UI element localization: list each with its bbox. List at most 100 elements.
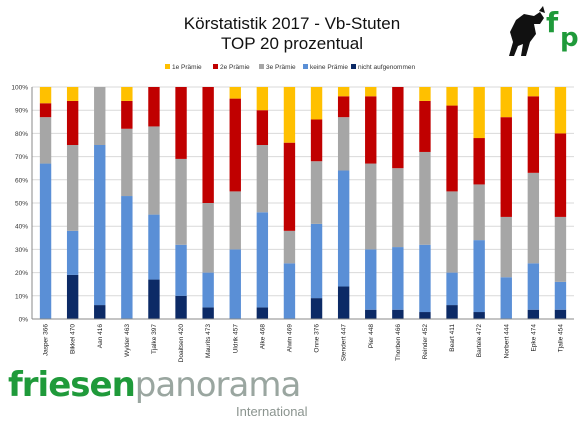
bar-segment	[365, 249, 377, 310]
bar-segment	[473, 87, 485, 139]
chart-title: Körstatistik 2017 - Vb-Stuten TOP 20 pro…	[0, 14, 584, 54]
bar-segment	[94, 145, 106, 306]
bar-segment	[94, 305, 106, 319]
bar-segment	[419, 87, 431, 101]
bar-segment	[365, 309, 377, 319]
bar-segment	[365, 96, 377, 164]
bar-segment	[500, 87, 512, 118]
bar-segment	[554, 216, 567, 282]
bar-segment	[310, 161, 323, 224]
bar-segment	[175, 87, 187, 159]
bar-segment	[500, 277, 512, 319]
bar-segment	[310, 87, 323, 120]
bar-segment	[39, 103, 52, 118]
bar-segment	[283, 263, 296, 319]
bar-segment	[310, 119, 323, 162]
legend-label: 2e Prämie	[220, 64, 250, 71]
gridlines	[32, 86, 574, 320]
bar-segment	[419, 151, 431, 245]
bar-segment	[39, 163, 52, 319]
axes: 0% 10% 20% 30% 40% 50% 60% 70% 80% 90% 100% Jasper …	[11, 85, 574, 362]
bar-segment	[500, 117, 512, 217]
bar-segment	[392, 247, 404, 310]
bar-segment	[527, 263, 540, 310]
bar-segment	[392, 309, 404, 319]
bar-segment	[121, 196, 133, 319]
bar-segment	[229, 249, 241, 319]
bar-segment	[94, 87, 106, 145]
bar-segment	[256, 307, 269, 319]
y-tick-label: 10%	[15, 293, 28, 300]
bar-segment	[392, 168, 404, 248]
brand-wordmark: friesenpanorama	[8, 365, 302, 405]
bar-segment	[202, 203, 214, 273]
bar-segment	[473, 138, 485, 185]
x-tick-label: Pier 448	[368, 324, 375, 349]
bar-segment	[337, 96, 350, 118]
legend-swatch	[351, 64, 356, 69]
x-tick-label: Maurits 473	[205, 324, 212, 358]
bar-segment	[554, 309, 567, 319]
bar-segment	[392, 87, 404, 169]
y-tick-label: 90%	[15, 108, 28, 115]
bar-segment	[337, 286, 350, 319]
bar-segment	[202, 307, 214, 319]
bar-segment	[175, 295, 187, 319]
chart-title-line2: TOP 20 prozentual	[220, 34, 364, 53]
svg-text:p: p	[560, 23, 578, 53]
bar-segment	[121, 87, 133, 101]
x-tick-label: Thorben 466	[395, 324, 402, 361]
bar-segment	[229, 98, 241, 192]
bar-segment	[473, 312, 485, 319]
bar-segment	[283, 142, 296, 231]
bar-segment	[365, 163, 377, 250]
bar-segment	[337, 170, 350, 287]
x-tick-label: Onne 376	[314, 324, 321, 353]
y-tick-label: 30%	[15, 247, 28, 254]
bar-segment	[527, 172, 540, 264]
x-tick-label: Jasper 366	[43, 324, 50, 357]
x-tick-label: Bikkel 470	[70, 324, 77, 354]
bar-segment	[446, 105, 458, 192]
bar-segment	[148, 279, 160, 319]
brand-part-panorama: panorama	[134, 365, 302, 405]
bar-segment	[66, 87, 79, 101]
bar-segment	[202, 87, 214, 203]
bar-segment	[175, 158, 187, 245]
x-tick-label: Uldrik 457	[232, 324, 239, 354]
bar-segment	[310, 298, 323, 319]
bar-segment	[39, 87, 52, 104]
x-tick-label: Bartele 472	[476, 324, 483, 358]
legend-swatch	[303, 64, 308, 69]
bar-segment	[554, 87, 567, 134]
bar-segment	[446, 87, 458, 106]
x-tick-label: Beart 411	[449, 324, 456, 352]
bar-segment	[554, 281, 567, 310]
svg-text:f: f	[546, 6, 559, 39]
bar-segment	[500, 216, 512, 278]
bar-segment	[229, 87, 241, 99]
x-tick-label: Alke 468	[259, 324, 266, 350]
bar-segment	[148, 87, 160, 127]
legend-label: 3e Prämie	[266, 64, 296, 71]
x-tick-label: Tjalle 454	[557, 324, 564, 353]
chart-title-line1: Körstatistik 2017 - Vb-Stuten	[183, 14, 401, 33]
bar-segment	[121, 128, 133, 197]
bar-segment	[446, 191, 458, 273]
brand-part-friesen: friesen	[8, 365, 136, 405]
bar-segment	[310, 223, 323, 299]
x-tick-label: Tjalke 397	[151, 324, 158, 354]
bar-segment	[66, 230, 79, 275]
legend-swatch	[259, 64, 264, 69]
y-tick-label: 20%	[15, 270, 28, 277]
x-tick-label: Wylder 463	[124, 324, 131, 357]
legend-swatch	[165, 64, 170, 69]
legend: 1e Prämie 2e Prämie 3e Prämie keine Prämie n…	[165, 64, 415, 71]
bar-segment	[175, 244, 187, 296]
bar-segment	[66, 274, 79, 319]
bar-segment	[283, 230, 296, 264]
x-tick-label: Reinder 452	[422, 324, 429, 360]
bar-segment	[256, 145, 269, 213]
bar-segment	[527, 309, 540, 319]
bar-segment	[337, 117, 350, 171]
